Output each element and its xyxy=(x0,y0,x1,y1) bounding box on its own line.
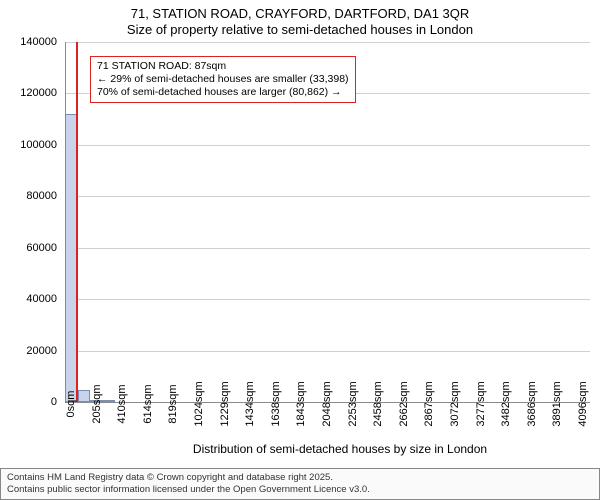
x-tick-label: 3072sqm xyxy=(449,381,461,426)
y-tick-label: 120000 xyxy=(20,87,57,99)
x-tick-label: 2458sqm xyxy=(372,381,384,426)
x-tick-label: 1229sqm xyxy=(219,381,231,426)
property-size-chart: 71, STATION ROAD, CRAYFORD, DARTFORD, DA… xyxy=(0,0,600,500)
x-tick-label: 2048sqm xyxy=(321,381,333,426)
x-tick-label: 205sqm xyxy=(91,384,103,423)
x-tick-label: 1434sqm xyxy=(244,381,256,426)
grid-line xyxy=(65,42,590,43)
info-line3: 70% of semi-detached houses are larger (… xyxy=(97,86,349,99)
chart-title-main: 71, STATION ROAD, CRAYFORD, DARTFORD, DA… xyxy=(0,6,600,21)
x-tick-label: 410sqm xyxy=(116,384,128,423)
y-axis-line xyxy=(65,42,66,402)
info-line1: 71 STATION ROAD: 87sqm xyxy=(97,60,349,73)
footer-line1: Contains HM Land Registry data © Crown c… xyxy=(7,472,593,484)
grid-line xyxy=(65,248,590,249)
x-tick-label: 4096sqm xyxy=(577,381,589,426)
footer-line2: Contains public sector information licen… xyxy=(7,484,593,496)
y-tick-label: 80000 xyxy=(26,190,57,202)
x-tick-label: 2662sqm xyxy=(398,381,410,426)
y-axis: 020000400006000080000100000120000140000 xyxy=(0,42,65,402)
y-tick-label: 20000 xyxy=(26,345,57,357)
marker-info-box: 71 STATION ROAD: 87sqm ← 29% of semi-det… xyxy=(90,56,356,103)
y-tick-label: 60000 xyxy=(26,242,57,254)
x-tick-label: 1638sqm xyxy=(270,381,282,426)
x-tick-label: 614sqm xyxy=(142,384,154,423)
property-marker-line xyxy=(76,42,78,402)
grid-line xyxy=(65,351,590,352)
x-tick-label: 819sqm xyxy=(167,384,179,423)
grid-line xyxy=(65,196,590,197)
grid-line xyxy=(65,299,590,300)
grid-line xyxy=(65,145,590,146)
x-tick-label: 3277sqm xyxy=(475,381,487,426)
x-tick-label: 3686sqm xyxy=(526,381,538,426)
y-tick-label: 0 xyxy=(51,396,57,408)
x-tick-label: 2253sqm xyxy=(347,381,359,426)
x-tick-label: 1843sqm xyxy=(295,381,307,426)
x-tick-label: 1024sqm xyxy=(193,381,205,426)
x-tick-label: 3891sqm xyxy=(551,381,563,426)
x-tick-label: 0sqm xyxy=(65,391,77,418)
info-line2: ← 29% of semi-detached houses are smalle… xyxy=(97,73,349,86)
attribution-footer: Contains HM Land Registry data © Crown c… xyxy=(0,468,600,500)
chart-title-sub: Size of property relative to semi-detach… xyxy=(0,22,600,37)
x-axis-label: Distribution of semi-detached houses by … xyxy=(90,442,590,456)
y-tick-label: 40000 xyxy=(26,293,57,305)
y-tick-label: 140000 xyxy=(20,36,57,48)
x-tick-label: 3482sqm xyxy=(500,381,512,426)
histogram-bar xyxy=(78,390,91,402)
x-tick-label: 2867sqm xyxy=(423,381,435,426)
y-tick-label: 100000 xyxy=(20,139,57,151)
